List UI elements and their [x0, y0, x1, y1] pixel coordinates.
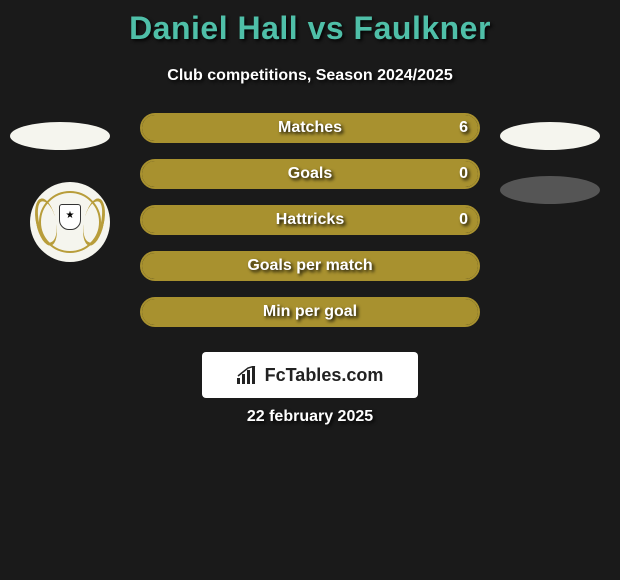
page-title: Daniel Hall vs Faulkner: [0, 0, 620, 47]
stat-bar: [140, 113, 480, 143]
footer-date: 22 february 2025: [0, 408, 620, 426]
brand-logo[interactable]: FcTables.com: [202, 352, 418, 398]
stat-value: 0: [459, 159, 468, 189]
chart-icon: [237, 366, 259, 384]
stat-bar: [140, 297, 480, 327]
stat-row: Min per goal: [0, 297, 620, 327]
stat-row: Goals per match: [0, 251, 620, 281]
page-subtitle: Club competitions, Season 2024/2025: [0, 67, 620, 85]
stat-value: 6: [459, 113, 468, 143]
stat-bar: [140, 205, 480, 235]
stat-row: Hattricks 0: [0, 205, 620, 235]
stat-bar: [140, 159, 480, 189]
stat-row: Matches 6: [0, 113, 620, 143]
stat-value: 0: [459, 205, 468, 235]
stats-chart: Matches 6 Goals 0 Hattricks 0 Goals per …: [0, 113, 620, 327]
brand-text: FcTables.com: [265, 365, 384, 386]
stat-row: Goals 0: [0, 159, 620, 189]
stat-bar: [140, 251, 480, 281]
